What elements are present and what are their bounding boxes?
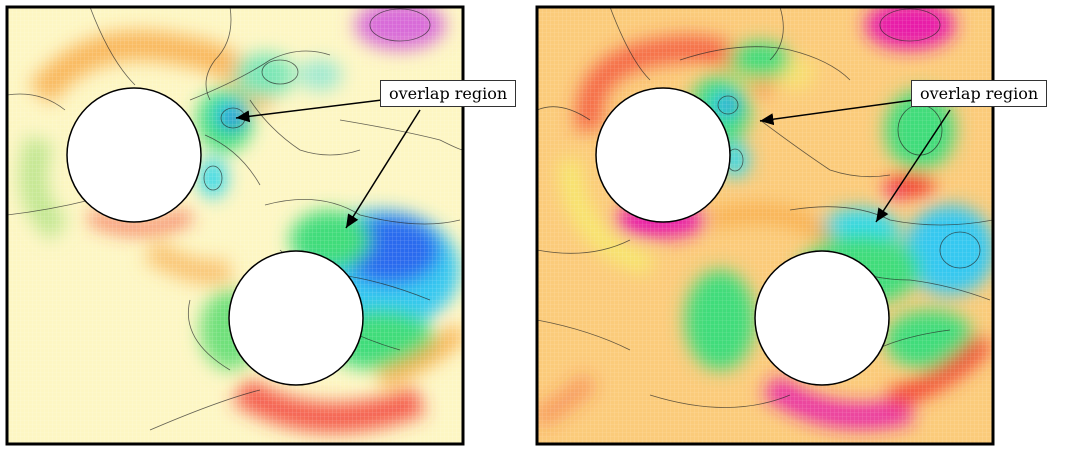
left-overlap-label: overlap region xyxy=(380,80,517,107)
right-arrow-1 xyxy=(759,99,915,126)
left-flow-field xyxy=(5,5,465,446)
right-flow-field xyxy=(535,5,995,446)
right-panel: overlap region xyxy=(530,0,1071,451)
right-arrow-2 xyxy=(875,109,951,223)
right-overlap-label: overlap region xyxy=(911,80,1048,107)
right-contours xyxy=(537,7,993,408)
upper-cylinder xyxy=(66,87,202,223)
left-panel: overlap region xyxy=(0,0,520,451)
left-frame xyxy=(5,5,465,446)
lower-cylinder xyxy=(754,250,890,386)
lower-cylinder xyxy=(228,250,364,386)
left-arrow-2 xyxy=(345,109,421,229)
upper-cylinder xyxy=(595,87,731,223)
left-arrow-1 xyxy=(235,99,383,123)
right-frame xyxy=(535,5,995,446)
